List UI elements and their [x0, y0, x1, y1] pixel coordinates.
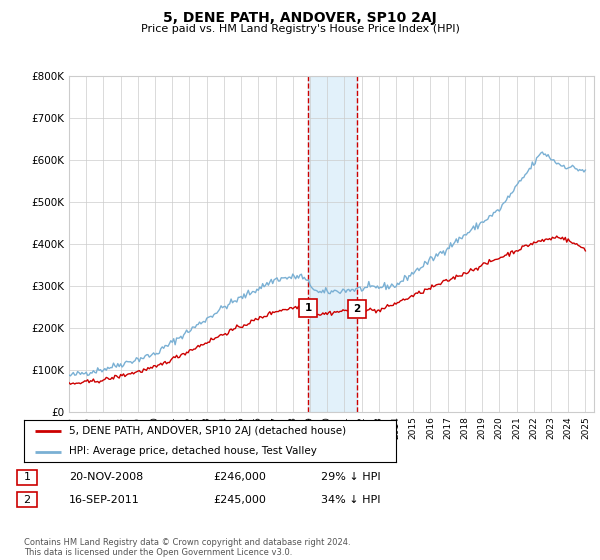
Text: 16-SEP-2011: 16-SEP-2011 [69, 494, 140, 505]
Text: £246,000: £246,000 [213, 472, 266, 482]
Text: 5, DENE PATH, ANDOVER, SP10 2AJ (detached house): 5, DENE PATH, ANDOVER, SP10 2AJ (detache… [68, 426, 346, 436]
Bar [308, 76, 356, 412]
Text: 2: 2 [23, 494, 31, 505]
Text: 34% ↓ HPI: 34% ↓ HPI [321, 494, 380, 505]
Text: 5, DENE PATH, ANDOVER, SP10 2AJ: 5, DENE PATH, ANDOVER, SP10 2AJ [163, 11, 437, 25]
Text: 29% ↓ HPI: 29% ↓ HPI [321, 472, 380, 482]
Text: 1: 1 [305, 304, 312, 313]
Text: £245,000: £245,000 [213, 494, 266, 505]
Text: 1: 1 [23, 472, 31, 482]
Text: Contains HM Land Registry data © Crown copyright and database right 2024.
This d: Contains HM Land Registry data © Crown c… [24, 538, 350, 557]
Text: Price paid vs. HM Land Registry's House Price Index (HPI): Price paid vs. HM Land Registry's House … [140, 24, 460, 34]
Text: 20-NOV-2008: 20-NOV-2008 [69, 472, 143, 482]
Text: 2: 2 [353, 304, 360, 314]
Text: HPI: Average price, detached house, Test Valley: HPI: Average price, detached house, Test… [68, 446, 317, 456]
